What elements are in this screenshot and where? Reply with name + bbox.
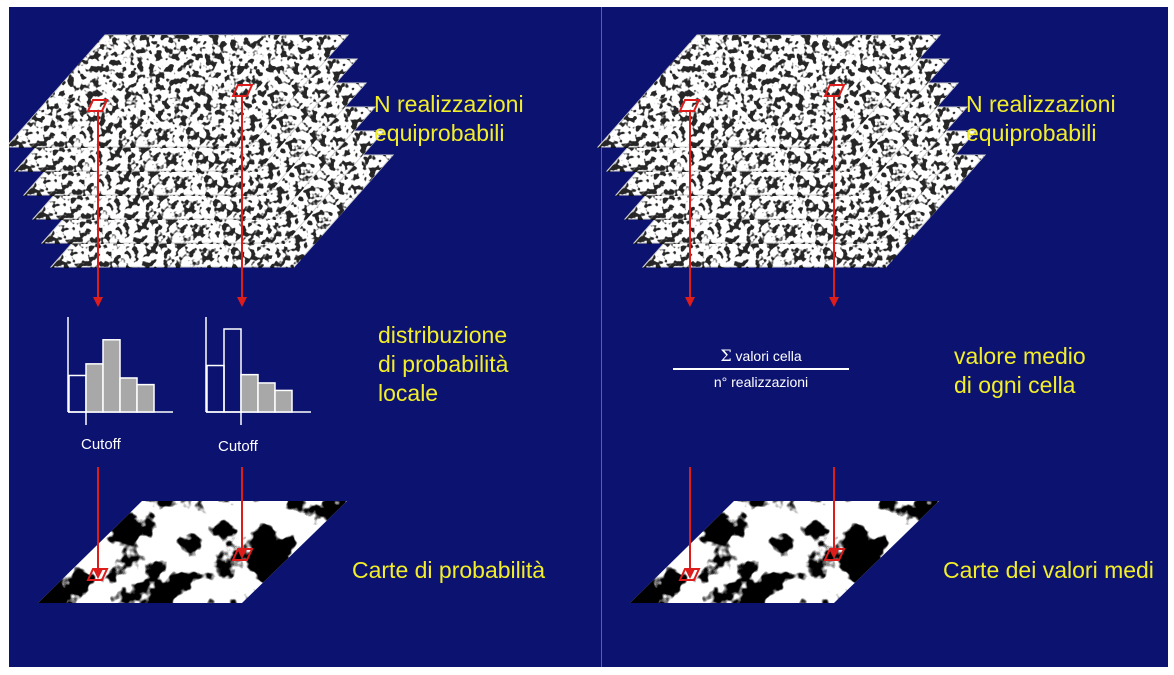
right-arrow-4 [829, 467, 839, 559]
histogram-bar [136, 383, 155, 413]
histogram-bar [68, 374, 87, 413]
right-arrow-3 [685, 467, 695, 579]
left-realizations-stack [9, 34, 395, 268]
histogram-2 [205, 317, 311, 425]
diagram-graphics [9, 34, 987, 603]
histogram-bar [274, 389, 293, 413]
panel-divider [601, 7, 602, 667]
right-result-map [630, 501, 939, 603]
right-cell-marker-1 [678, 99, 701, 112]
formula-denominator: n° realizzazioni [713, 374, 809, 390]
realization-layer [9, 34, 350, 148]
right-stack-label: N realizzazioni equiprobabili [966, 91, 1116, 146]
left-stack-label: N realizzazioni equiprobabili [374, 91, 524, 146]
left-map-cell-2 [231, 548, 254, 561]
right-map-cell-2 [823, 548, 846, 561]
right-cell-marker-2 [823, 84, 846, 97]
left-arrow-4 [237, 467, 247, 559]
left-cell-marker-2 [231, 84, 254, 97]
histogram-1 [67, 317, 173, 425]
formula-numerator-text: valori cella [735, 348, 802, 364]
mean-formula: Σ valori cella n° realizzazioni [673, 346, 849, 390]
histogram-bar [119, 377, 138, 413]
histogram-bar [206, 364, 225, 413]
right-arrow-2 [829, 96, 839, 307]
left-distribution-label: distribuzione di probabilità locale [378, 322, 509, 406]
histogram-bar [223, 328, 242, 413]
slide: N realizzazioni equiprobabili distribuzi… [9, 7, 1168, 667]
left-arrow-1 [93, 111, 103, 307]
right-mean-label: valore medio di ogni cella [954, 343, 1086, 398]
left-arrow-3 [93, 467, 103, 579]
histogram-bar [257, 382, 276, 413]
formula-numerator: Σ valori cella [673, 346, 849, 370]
left-cell-marker-1 [86, 99, 109, 112]
cutoff-label-2: Cutoff [218, 438, 258, 455]
left-result-map [38, 501, 347, 603]
right-map-label: Carte dei valori medi [943, 557, 1154, 583]
histogram-bar [102, 339, 121, 413]
right-realizations-stack [596, 34, 987, 268]
histogram-bar [85, 363, 104, 413]
right-map-cell-1 [678, 568, 701, 581]
sigma-symbol: Σ [720, 346, 732, 365]
cutoff-label-1: Cutoff [81, 436, 121, 453]
right-arrow-1 [685, 111, 695, 307]
left-map-label: Carte di probabilità [352, 557, 546, 583]
histogram-bar [240, 373, 259, 413]
left-map-cell-1 [86, 568, 109, 581]
left-arrow-2 [237, 96, 247, 307]
